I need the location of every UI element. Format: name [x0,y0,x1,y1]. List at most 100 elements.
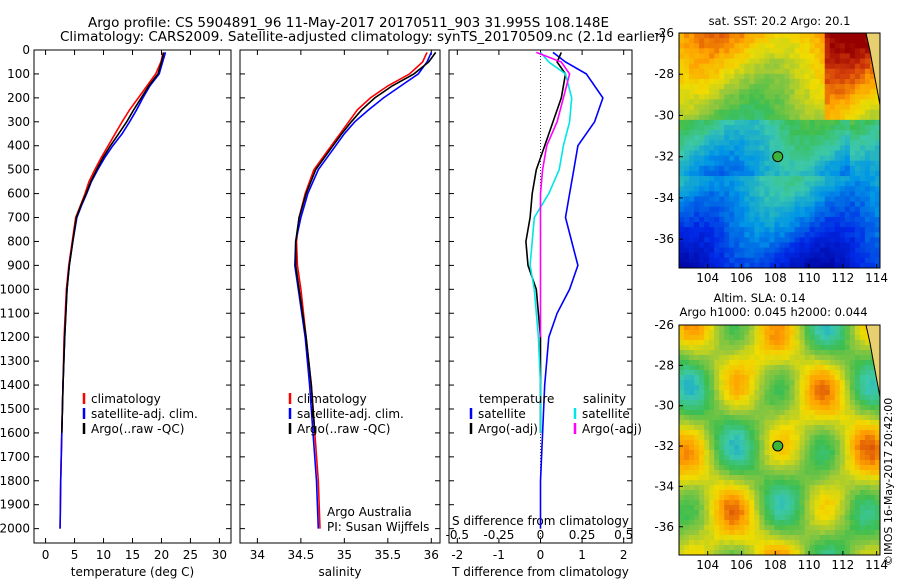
heatmap-cell [709,104,715,111]
heatmap-cell [809,535,816,541]
heatmap-cell [809,165,816,172]
heatmap-cell [759,242,765,248]
heatmap-cell [839,237,846,243]
heatmap-cell [754,485,760,491]
heatmap-cell [704,186,710,192]
heatmap-cell [774,94,780,100]
heatmap-cell [809,53,816,59]
heatmap-cell [769,495,775,501]
heatmap-cell [849,160,856,167]
heatmap-cell [709,206,715,213]
heatmap-cell [719,490,725,496]
heatmap-cell [759,450,765,456]
heatmap-cell [824,257,831,264]
heatmap-cell [694,247,700,254]
heatmap-cell [784,510,790,516]
heatmap-cell [849,38,856,44]
heatmap-cell [844,370,851,376]
heatmap-cell [784,500,790,506]
heatmap-cell [799,325,806,331]
heatmap-cell [734,257,740,264]
heatmap-cell [754,43,760,49]
heatmap-cell [689,73,695,80]
heatmap-cell [729,415,735,421]
heatmap-cell [829,525,836,531]
heatmap-cell [744,43,750,49]
heatmap-cell [729,262,735,269]
heatmap-cell [729,170,735,177]
heatmap-cell [759,227,765,233]
heatmap-cell [814,445,821,451]
heatmap-cell [804,385,811,391]
heatmap-cell [784,48,790,54]
heatmap-cell [864,420,871,426]
heatmap-cell [729,94,735,100]
heatmap-cell [804,445,811,451]
heatmap-cell [729,135,735,141]
heatmap-cell [839,196,846,202]
heatmap-cell [744,38,750,44]
heatmap-cell [694,375,700,381]
heatmap-cell [704,63,710,70]
heatmap-cell [749,550,755,556]
heatmap-cell [859,385,866,391]
heatmap-cell [729,227,735,233]
heatmap-cell [719,405,725,411]
heatmap-cell [789,370,795,376]
heatmap-cell [749,252,755,259]
heatmap-cell [799,196,806,202]
heatmap-cell [809,370,816,376]
heatmap-cell [864,73,871,80]
heatmap-cell [699,460,705,466]
heatmap-cell [749,176,755,182]
heatmap-cell [734,355,740,361]
heatmap-cell [824,84,831,90]
heatmap-cell [724,211,730,218]
heatmap-cell [804,145,811,151]
heatmap-cell [679,237,685,243]
heatmap-cell [799,135,806,141]
heatmap-cell [859,155,866,162]
heatmap-cell [744,262,750,269]
y-tick-label: 1700 [0,450,30,464]
heatmap-cell [719,375,725,381]
heatmap-cell [869,196,876,202]
heatmap-cell [839,53,846,59]
heatmap-cell [764,48,770,54]
heatmap-cell [869,237,876,243]
heatmap-cell [689,370,695,376]
heatmap-cell [744,176,750,182]
heatmap-cell [694,410,700,416]
heatmap-cell [809,196,816,202]
heatmap-cell [734,420,740,426]
heatmap-cell [819,89,826,95]
heatmap-cell [689,124,695,131]
heatmap-cell [699,415,705,421]
heatmap-cell [759,520,765,526]
heatmap-cell [699,430,705,436]
heatmap-cell [744,242,750,248]
heatmap-cell [724,63,730,70]
heatmap-cell [809,140,816,146]
heatmap-cell [749,38,755,44]
heatmap-cell [864,445,871,451]
heatmap-cell [729,390,735,396]
x-axis-label: T difference from climatology [451,565,629,579]
heatmap-cell [694,155,700,162]
heatmap-cell [729,43,735,49]
heatmap-cell [684,78,690,85]
heatmap-cell [784,99,790,105]
heatmap-cell [814,63,821,70]
heatmap-cell [814,78,821,85]
heatmap-cell [684,330,690,336]
heatmap-cell [699,109,705,116]
heatmap-cell [754,222,760,228]
heatmap-cell [849,460,856,466]
heatmap-cell [759,99,765,105]
heatmap-cell [719,440,725,446]
heatmap-cell [839,495,846,501]
heatmap-cell [769,375,775,381]
heatmap-cell [799,425,806,431]
heatmap-cell [854,130,861,136]
heatmap-cell [744,252,750,259]
